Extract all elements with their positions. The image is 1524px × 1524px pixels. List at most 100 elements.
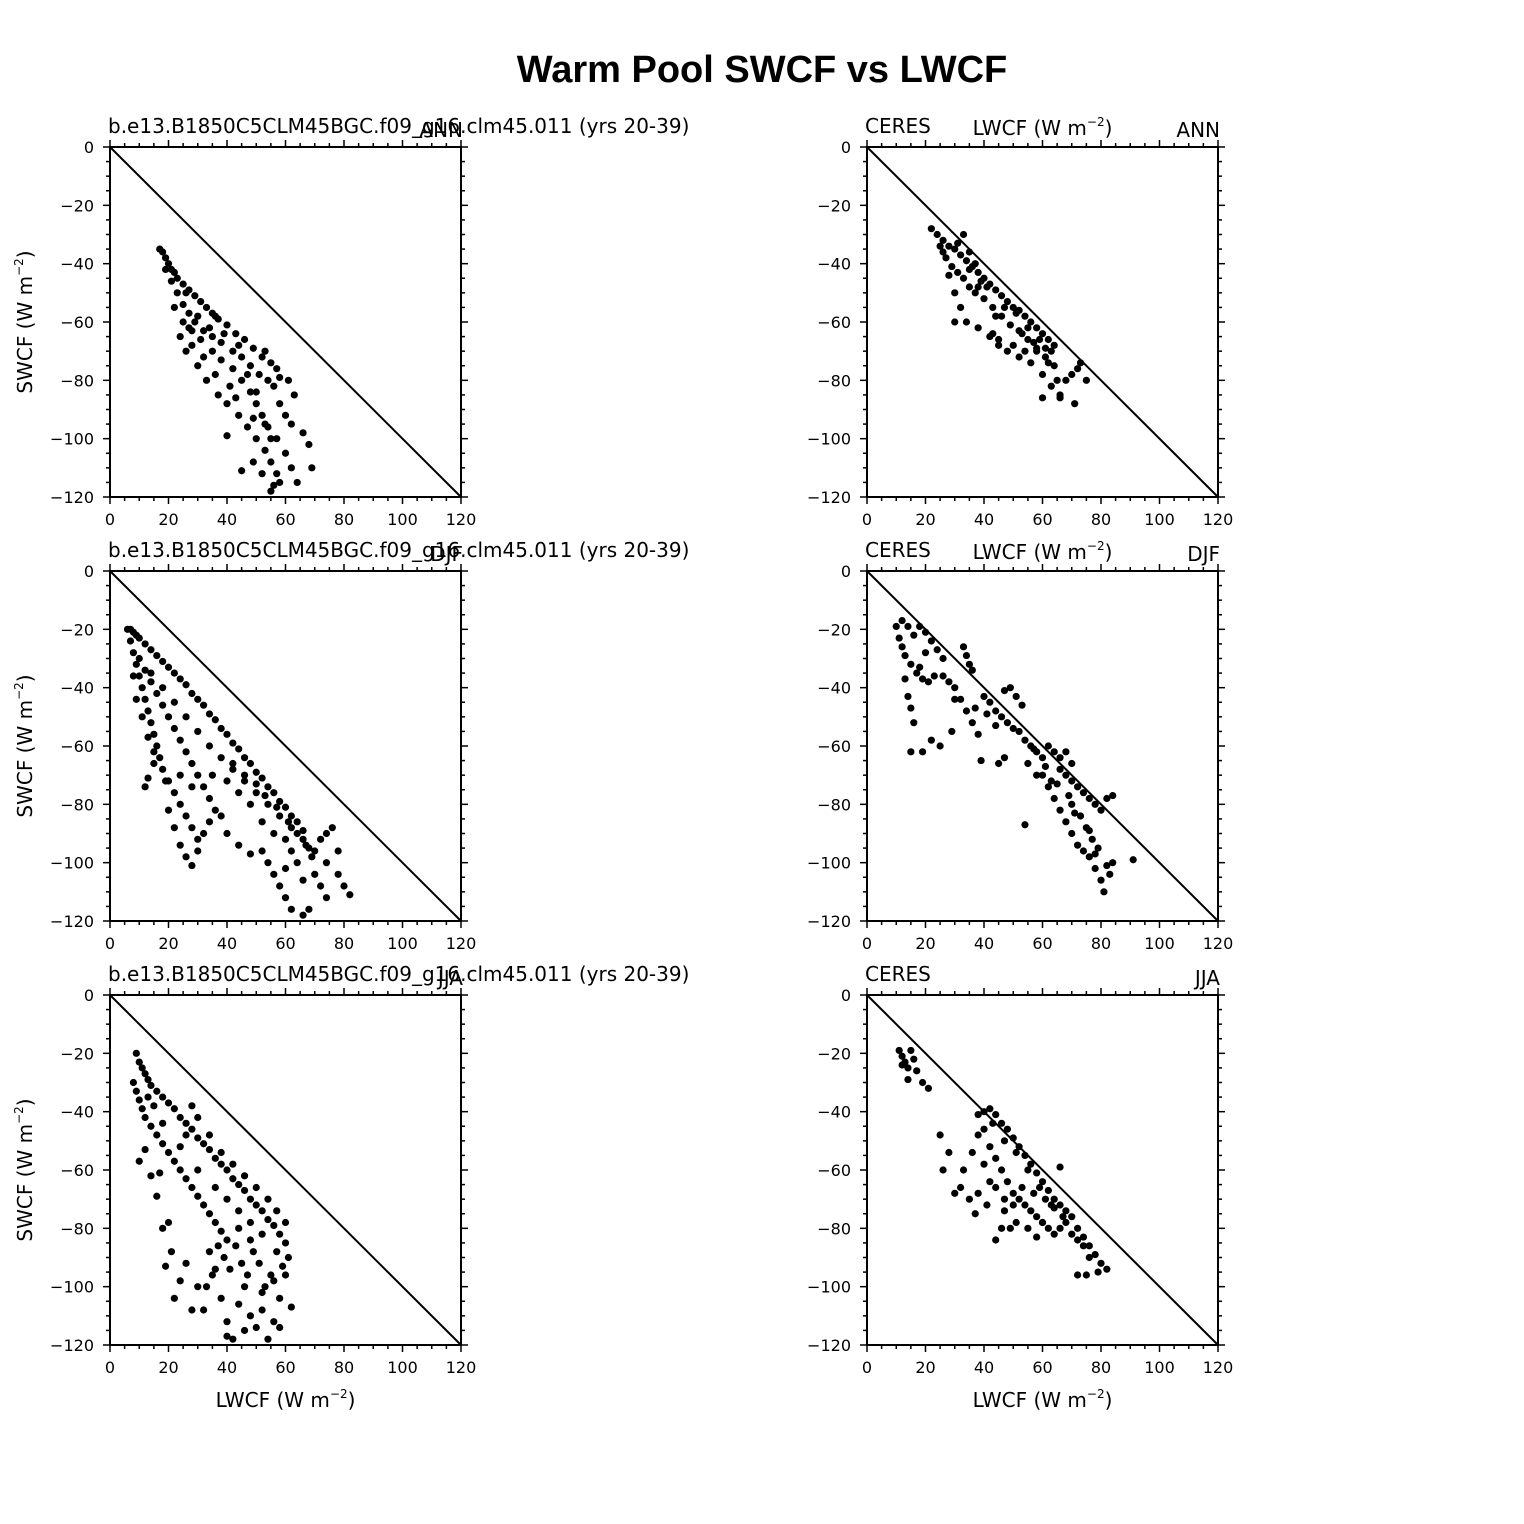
data-point: [983, 710, 991, 718]
data-point: [235, 789, 243, 797]
data-point: [1062, 818, 1070, 826]
x-tick-label: 120: [1203, 1358, 1234, 1377]
y-tick-label: −80: [817, 1219, 851, 1238]
data-point: [1027, 1160, 1035, 1168]
data-point: [1056, 394, 1064, 402]
data-point: [182, 748, 190, 756]
data-point: [147, 646, 155, 654]
data-point: [223, 777, 231, 785]
y-tick-label: −60: [817, 1161, 851, 1180]
data-point: [208, 1271, 216, 1279]
data-point: [287, 847, 295, 855]
x-tick-label: 40: [217, 510, 237, 529]
data-point: [1062, 771, 1070, 779]
data-point: [1079, 847, 1088, 855]
x-tick-label: 80: [334, 510, 354, 529]
data-point: [220, 330, 228, 338]
data-point: [276, 1230, 284, 1238]
panel-left-title: b.e13.B1850C5CLM45BGC.f09_g16.clm45.011 …: [108, 114, 689, 138]
y-tick-label: −20: [60, 196, 94, 215]
data-point: [1012, 692, 1020, 701]
data-point: [1100, 888, 1108, 896]
data-point: [933, 646, 941, 654]
data-point: [1033, 347, 1041, 355]
data-point: [194, 1283, 202, 1291]
data-point: [141, 1113, 149, 1122]
x-tick-label: 0: [105, 934, 115, 953]
data-point: [159, 657, 167, 666]
data-point: [188, 689, 196, 698]
data-point: [249, 1248, 257, 1256]
data-point: [933, 230, 941, 239]
data-point: [205, 1145, 214, 1154]
data-point: [147, 678, 155, 686]
data-point: [936, 742, 944, 750]
data-point: [930, 672, 938, 680]
data-point: [252, 1201, 260, 1209]
data-point: [305, 905, 313, 913]
data-point: [223, 1236, 231, 1244]
data-point: [299, 429, 307, 437]
data-point: [273, 365, 281, 373]
data-point: [1038, 1178, 1047, 1186]
data-point: [252, 780, 260, 788]
points: [129, 1049, 295, 1343]
data-point: [167, 1248, 176, 1256]
data-point: [1068, 800, 1076, 808]
data-point: [1003, 719, 1012, 727]
data-point: [980, 692, 988, 701]
x-tick-label: 0: [105, 510, 115, 529]
data-point: [217, 812, 225, 820]
data-point: [1024, 1224, 1032, 1232]
data-point: [170, 303, 178, 312]
data-point: [144, 774, 152, 782]
data-point: [299, 826, 307, 835]
data-point: [907, 1046, 915, 1055]
data-point: [129, 649, 137, 657]
data-point: [1079, 1233, 1088, 1241]
data-point: [971, 1210, 979, 1218]
x-tick-label: 120: [1203, 934, 1234, 953]
data-point: [951, 695, 959, 703]
data-point: [1050, 1195, 1058, 1203]
data-point: [980, 1160, 988, 1168]
y-tick-label: −80: [60, 795, 94, 814]
y-tick-label: −40: [60, 255, 94, 274]
data-point: [1047, 382, 1055, 390]
y-tick-label: 0: [841, 562, 851, 581]
x-tick-label: 60: [275, 1358, 295, 1377]
y-tick-label: −40: [817, 1103, 851, 1122]
data-point: [264, 1195, 272, 1203]
x-tick-label: 20: [158, 1358, 178, 1377]
data-point: [164, 260, 173, 268]
data-point: [200, 1306, 208, 1314]
data-point: [334, 847, 342, 855]
data-point: [135, 672, 143, 680]
reference-line: [109, 570, 462, 922]
y-tick-label: −60: [60, 313, 94, 332]
data-point: [311, 870, 319, 878]
data-point: [1062, 376, 1070, 384]
data-point: [1056, 765, 1064, 773]
data-point: [290, 391, 298, 399]
data-point: [948, 727, 956, 736]
data-point: [150, 730, 158, 738]
data-point: [921, 628, 930, 636]
data-point: [135, 1058, 143, 1066]
data-point: [194, 1192, 202, 1200]
data-point: [971, 260, 979, 268]
data-point: [1003, 297, 1012, 306]
data-point: [147, 719, 155, 727]
data-point: [132, 695, 140, 703]
y-tick-label: −40: [817, 679, 851, 698]
reference-line: [866, 994, 1219, 1346]
data-point: [284, 1253, 293, 1262]
x-tick-label: 20: [158, 510, 178, 529]
x-tick-label: 60: [275, 934, 295, 953]
data-point: [132, 1049, 140, 1057]
y-tick-label: −100: [807, 430, 851, 449]
data-point: [214, 1242, 222, 1250]
data-point: [270, 789, 278, 797]
data-point: [1041, 344, 1050, 352]
reference-line: [109, 994, 462, 1346]
